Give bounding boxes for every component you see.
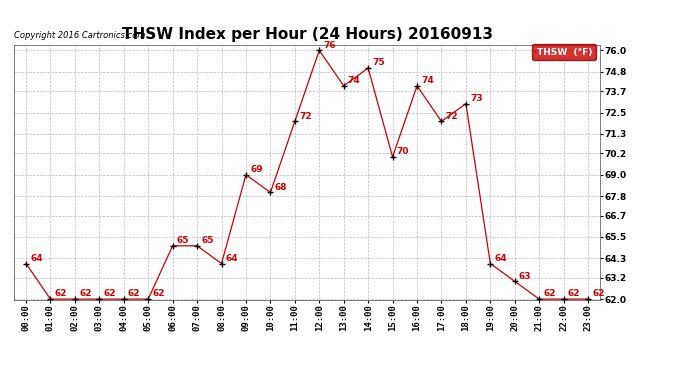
Text: 63: 63 <box>519 272 531 280</box>
Text: 62: 62 <box>592 290 604 298</box>
Text: 65: 65 <box>177 236 189 245</box>
Text: 75: 75 <box>373 58 385 68</box>
Text: 70: 70 <box>397 147 409 156</box>
Text: 72: 72 <box>299 112 312 121</box>
Text: 64: 64 <box>495 254 507 263</box>
Text: 62: 62 <box>55 290 67 298</box>
Text: 68: 68 <box>275 183 287 192</box>
Text: 73: 73 <box>470 94 483 103</box>
Text: 65: 65 <box>201 236 214 245</box>
Text: 72: 72 <box>446 112 458 121</box>
Text: 64: 64 <box>226 254 238 263</box>
Text: 64: 64 <box>30 254 43 263</box>
Text: 76: 76 <box>324 40 336 50</box>
Text: 62: 62 <box>104 290 116 298</box>
Text: 74: 74 <box>421 76 434 85</box>
Title: THSW Index per Hour (24 Hours) 20160913: THSW Index per Hour (24 Hours) 20160913 <box>121 27 493 42</box>
Text: 74: 74 <box>348 76 361 85</box>
Text: 69: 69 <box>250 165 263 174</box>
Text: 62: 62 <box>128 290 141 298</box>
Text: Copyright 2016 Cartronics.com: Copyright 2016 Cartronics.com <box>14 31 145 40</box>
Text: 62: 62 <box>543 290 556 298</box>
Legend: THSW  (°F): THSW (°F) <box>532 44 595 60</box>
Text: 62: 62 <box>152 290 165 298</box>
Text: 62: 62 <box>79 290 92 298</box>
Text: 62: 62 <box>568 290 580 298</box>
